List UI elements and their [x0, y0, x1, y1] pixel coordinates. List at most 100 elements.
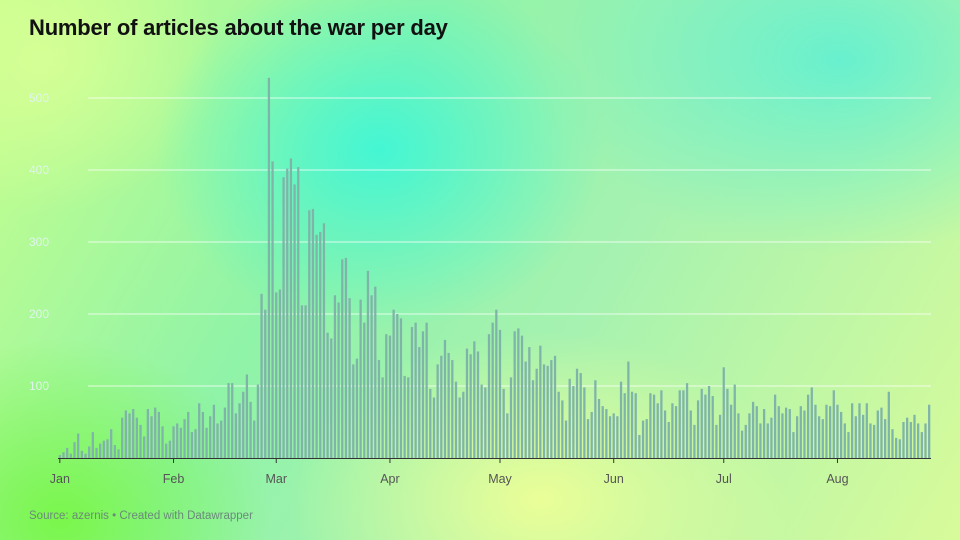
bar: [421, 331, 425, 458]
x-axis: Jan Feb Mar Apr May Jun Jul Aug: [50, 458, 849, 486]
bar: [121, 417, 124, 458]
bar: [531, 380, 535, 458]
bar: [671, 403, 674, 458]
bar: [553, 355, 557, 458]
bar: [414, 322, 417, 458]
y-tick-label: 500: [29, 91, 49, 105]
bar: [176, 423, 179, 458]
bar: [253, 420, 256, 458]
bar: [194, 429, 197, 458]
bar: [821, 419, 824, 458]
bar: [462, 391, 465, 458]
bar: [784, 407, 788, 458]
x-tick-label: Jan: [50, 472, 70, 486]
bar: [638, 434, 641, 458]
bar: [586, 419, 590, 458]
bar: [66, 447, 69, 458]
bar: [370, 295, 373, 458]
bar: [484, 387, 487, 458]
bar: [627, 361, 630, 458]
bar: [840, 411, 843, 458]
bar: [722, 367, 725, 458]
bar: [748, 413, 751, 458]
bar: [465, 348, 469, 458]
bar: [80, 450, 83, 458]
bar: [377, 360, 381, 458]
bar: [216, 423, 219, 458]
bar: [605, 409, 608, 458]
bar: [238, 403, 241, 458]
bar: [480, 384, 483, 458]
bar: [902, 422, 905, 458]
bar: [663, 410, 667, 458]
bar: [454, 381, 458, 458]
bar: [630, 391, 634, 458]
bar: [374, 286, 377, 458]
bar: [150, 416, 153, 458]
bar: [766, 423, 769, 458]
bar: [762, 409, 766, 458]
y-tick-label: 100: [29, 379, 49, 393]
bar: [906, 417, 909, 458]
bar: [726, 388, 729, 458]
bar: [62, 452, 65, 458]
bar: [550, 360, 553, 458]
bar: [711, 396, 714, 458]
bar: [297, 167, 300, 458]
gridlines: 100 200 300 400 500: [29, 91, 931, 393]
bar: [795, 416, 799, 458]
bar: [568, 378, 571, 458]
bar: [330, 338, 333, 458]
bar: [113, 445, 116, 458]
bar: [223, 407, 227, 458]
bar: [619, 381, 623, 458]
bar: [91, 432, 94, 458]
bar: [539, 345, 542, 458]
bar: [146, 409, 149, 458]
bar: [308, 210, 311, 458]
bar: [572, 386, 575, 458]
bar: [286, 168, 289, 458]
bar: [249, 401, 252, 458]
bar: [275, 292, 278, 458]
bar: [667, 422, 670, 458]
bar: [143, 436, 146, 458]
bar: [792, 432, 795, 458]
bar: [403, 375, 406, 458]
bar: [344, 257, 348, 458]
bar: [594, 380, 597, 458]
bar: [392, 309, 395, 458]
bar: [502, 388, 505, 458]
bar: [803, 410, 806, 458]
bar: [278, 289, 282, 458]
x-tick-label: Feb: [163, 472, 185, 486]
bar: [917, 423, 920, 458]
bar: [58, 455, 61, 458]
bar: [476, 351, 480, 458]
y-tick-label: 300: [29, 235, 49, 249]
bar: [282, 177, 285, 458]
bar: [535, 368, 538, 458]
bar: [304, 305, 307, 458]
bar: [770, 417, 773, 458]
bar: [656, 403, 659, 458]
bar: [858, 403, 861, 458]
x-tick-label: May: [488, 472, 512, 486]
bar: [311, 208, 315, 458]
bar: [528, 347, 531, 458]
bar: [326, 332, 329, 458]
bar: [718, 414, 722, 458]
bar: [887, 391, 890, 458]
bar: [322, 223, 326, 458]
bar: [876, 410, 879, 458]
bar: [165, 443, 168, 458]
bar: [810, 387, 813, 458]
bar: [117, 449, 120, 458]
bar: [132, 409, 135, 458]
bar: [880, 407, 883, 458]
bar: [649, 393, 652, 458]
bar: [729, 404, 733, 458]
bar: [513, 331, 516, 458]
bar: [707, 386, 711, 458]
